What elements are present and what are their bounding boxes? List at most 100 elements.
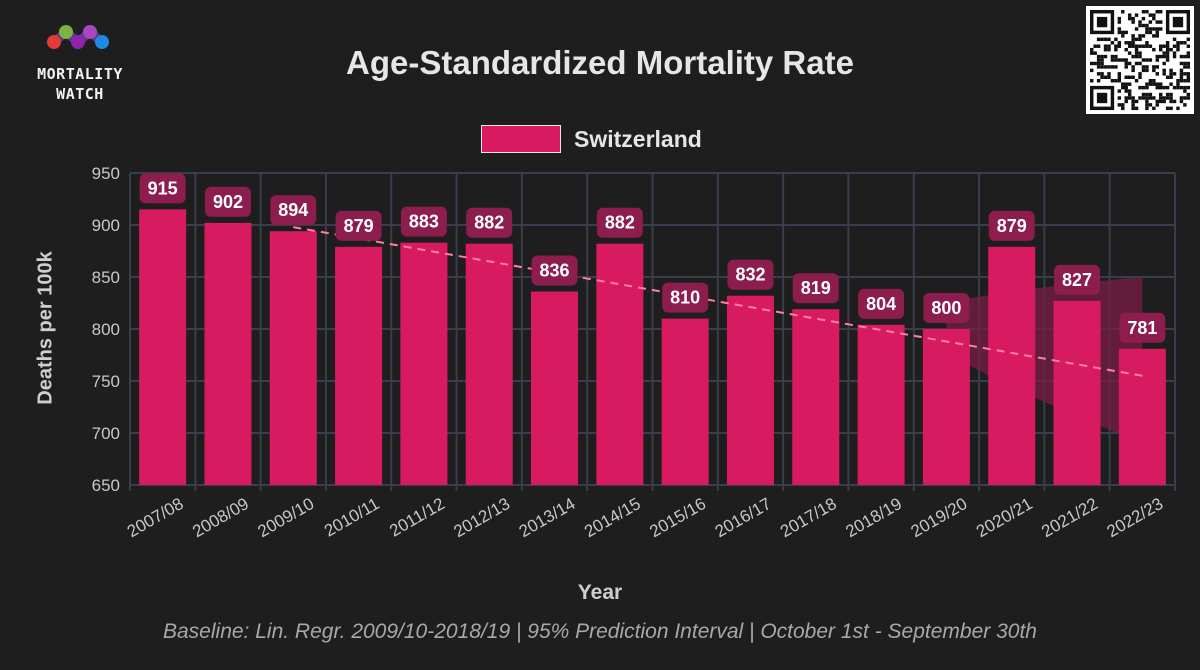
qr-module	[1152, 65, 1156, 69]
bar	[1053, 300, 1101, 485]
qr-module	[1176, 41, 1180, 45]
qr-module	[1172, 72, 1177, 76]
qr-module	[1169, 92, 1173, 97]
qr-module	[1110, 54, 1115, 59]
qr-module	[1165, 58, 1170, 62]
qr-module	[1131, 75, 1135, 79]
qr-module	[1169, 96, 1173, 100]
qr-module	[1159, 96, 1163, 100]
qr-module	[1127, 16, 1132, 21]
qr-module	[1096, 65, 1101, 69]
qr-module	[1152, 16, 1156, 21]
qr-module	[1096, 54, 1101, 59]
qr-module	[1148, 103, 1153, 107]
qr-module	[1100, 37, 1104, 42]
qr-module	[1134, 54, 1139, 59]
qr-module	[1107, 75, 1111, 79]
qr-module	[1162, 68, 1166, 73]
bar	[792, 309, 840, 485]
qr-module	[1145, 99, 1149, 104]
qr-module	[1162, 51, 1166, 55]
qr-module	[1117, 79, 1122, 83]
data-label: 819	[801, 278, 831, 298]
qr-module	[1152, 79, 1156, 83]
qr-module	[1169, 99, 1173, 104]
qr-module	[1090, 61, 1094, 66]
qr-module	[1165, 47, 1170, 52]
legend[interactable]: Switzerland	[481, 124, 702, 154]
qr-finder	[1096, 92, 1108, 104]
qr-module	[1159, 92, 1163, 97]
bar	[400, 242, 448, 485]
qr-module	[1110, 58, 1115, 62]
qr-module	[1138, 72, 1142, 76]
qr-module	[1162, 85, 1166, 90]
qr-module	[1155, 34, 1159, 38]
qr-module	[1138, 51, 1142, 55]
data-label: 894	[278, 200, 308, 220]
qr-module	[1148, 92, 1153, 97]
qr-module	[1114, 79, 1118, 83]
qr-module	[1110, 79, 1115, 83]
qr-module	[1186, 92, 1191, 97]
qr-module	[1124, 89, 1128, 93]
qr-module	[1148, 58, 1153, 62]
qr-module	[1152, 82, 1156, 86]
data-label-bg	[335, 210, 382, 241]
qr-module	[1145, 82, 1149, 86]
qr-module	[1138, 85, 1142, 90]
qr-module	[1121, 10, 1125, 14]
qr-module	[1117, 72, 1122, 76]
data-label: 902	[213, 192, 243, 212]
qr-module	[1134, 106, 1139, 111]
qr-module	[1186, 65, 1191, 69]
qr-module	[1186, 37, 1191, 42]
qr-module	[1117, 103, 1122, 107]
logo-icon	[47, 25, 109, 49]
data-label-bg	[792, 273, 839, 304]
y-tick-label: 700	[92, 424, 120, 443]
qr-module	[1186, 61, 1191, 66]
y-tick-label: 950	[92, 164, 120, 183]
data-label: 800	[931, 298, 961, 318]
qr-module	[1121, 34, 1125, 38]
qr-module	[1165, 96, 1170, 100]
qr-module	[1093, 44, 1097, 48]
qr-module	[1145, 30, 1149, 35]
qr-module	[1162, 99, 1166, 104]
qr-module	[1152, 27, 1156, 31]
qr-module	[1148, 20, 1153, 24]
qr-module	[1138, 96, 1142, 100]
x-tick-label: 2016/17	[712, 494, 775, 541]
qr-module	[1121, 103, 1125, 107]
qr-module	[1114, 37, 1118, 42]
qr-module	[1131, 68, 1135, 73]
qr-module	[1134, 79, 1139, 83]
qr-module	[1155, 10, 1159, 14]
chart-title: Age-Standardized Mortality Rate	[346, 44, 854, 81]
data-label-bg	[531, 255, 578, 286]
y-tick-label: 650	[92, 476, 120, 495]
data-label-bg	[204, 186, 251, 217]
qr-module	[1134, 47, 1139, 52]
qr-module	[1096, 72, 1101, 76]
qr-module	[1117, 20, 1122, 24]
qr-module	[1138, 37, 1142, 42]
qr-module	[1134, 51, 1139, 55]
qr-module	[1141, 92, 1146, 97]
qr-module	[1165, 54, 1170, 59]
qr-module	[1148, 96, 1153, 100]
qr-module	[1183, 85, 1187, 90]
qr-module	[1117, 27, 1122, 31]
qr-code-icon	[1086, 6, 1194, 114]
qr-module	[1134, 27, 1139, 31]
qr-module	[1107, 72, 1111, 76]
qr-module	[1186, 72, 1191, 76]
data-label: 915	[148, 178, 178, 198]
qr-module	[1152, 106, 1156, 111]
qr-module	[1124, 75, 1128, 79]
qr-module	[1155, 20, 1159, 24]
qr-module	[1121, 85, 1125, 90]
qr-module	[1100, 75, 1104, 79]
y-tick-label: 800	[92, 320, 120, 339]
